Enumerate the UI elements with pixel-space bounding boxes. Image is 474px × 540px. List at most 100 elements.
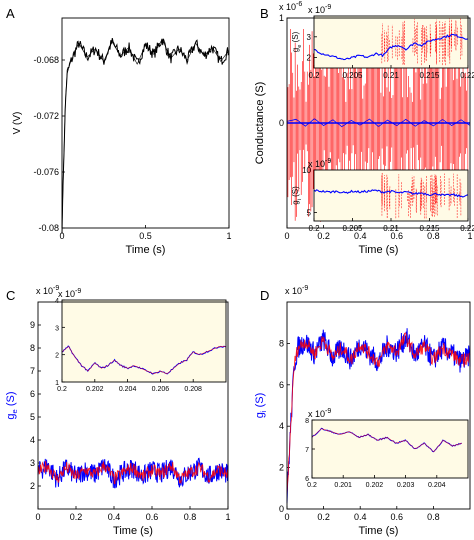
inset-panel: 0.2 0.202 0.204 0.206 0.208 1 2 3 4x 10-9 <box>55 288 227 393</box>
x-tick-label: 1 <box>225 512 230 522</box>
inset-background <box>314 170 468 221</box>
axes-frame <box>286 301 471 510</box>
inset-panel: 0.2 0.201 0.202 0.203 0.204 6 7 8x 10-9 <box>305 408 469 489</box>
label-sub: i <box>259 410 268 412</box>
y-tick-label: 8 <box>279 338 284 348</box>
x-tick-label: 0.8 <box>184 512 197 522</box>
x-tick-label: 0.202 <box>86 386 104 393</box>
x-tick-label: 0.2 <box>308 224 320 233</box>
label-rest: (S) <box>291 186 300 199</box>
inset-mean-trace <box>313 189 469 198</box>
inset-background <box>312 420 468 478</box>
axes-frame <box>37 301 229 510</box>
y-tick-label: -0.068 <box>33 55 59 65</box>
axis-xlabel: Time (s) <box>113 525 153 537</box>
label-rest: (S) <box>291 31 300 44</box>
label-rest: (S) <box>5 391 17 409</box>
x-tick-label: 0.8 <box>427 231 440 241</box>
label-base: g <box>291 48 300 52</box>
axis-ylabel: gi (S) <box>254 393 268 419</box>
y-tick-label: 3 <box>307 33 312 42</box>
x-tick-label: 1 <box>226 231 231 241</box>
axis-ylabel: ge (S) <box>5 391 19 419</box>
x-tick-label: 0.6 <box>146 512 159 522</box>
conductance-trace-red <box>286 332 471 494</box>
inset-ylabel: gi (S) <box>291 186 303 205</box>
axes-frame <box>61 17 230 229</box>
y-tick-label: 6 <box>305 476 309 483</box>
y-tick-label: 6 <box>279 380 284 390</box>
label-rest: (S) <box>254 393 266 411</box>
exponent: -9 <box>302 285 308 292</box>
exponent-label: x 10-9 <box>36 285 59 296</box>
axis-ylabel: V (V) <box>12 112 23 135</box>
y-tick-label: 9 <box>30 320 35 330</box>
x-tick-label: 0.2 <box>308 71 320 80</box>
y-tick-label: 3 <box>55 325 59 332</box>
exponent: -9 <box>53 285 59 292</box>
y-tick-label: 6 <box>30 389 35 399</box>
conductance-series <box>286 118 471 128</box>
y-tick-label: 8 <box>305 418 309 425</box>
axes-frame <box>313 15 469 69</box>
x-tick-label: 0.201 <box>334 482 352 489</box>
voltage-series <box>61 38 230 229</box>
x-tick-label: 0 <box>35 512 40 522</box>
label-sub: e <box>10 409 19 413</box>
panel-letter: B <box>260 6 269 21</box>
x-tick-label: 0 <box>59 231 64 241</box>
x-tick-label: 0.2 <box>307 482 317 489</box>
x-tick-label: 0.4 <box>108 512 121 522</box>
y-tick-label: 4 <box>55 298 59 305</box>
x-tick-label: 0.5 <box>139 231 152 241</box>
exponent-label: x 10-9 <box>58 288 81 299</box>
exponent-label: x 10-6 <box>279 1 302 12</box>
x-tick-label: 0.21 <box>383 71 399 80</box>
x-tick-label: 0.2 <box>70 512 83 522</box>
y-tick-label: 5 <box>307 209 312 218</box>
axis-xlabel: Time (s) <box>359 244 399 256</box>
y-tick-label: 1 <box>279 13 284 23</box>
panel-a: A 0 0.5 1 -0.068 -0.072 -0.076 -0.08 V (V) Time (… <box>6 6 232 256</box>
y-tick-label: 10 <box>302 166 311 175</box>
exponent: -9 <box>325 408 331 415</box>
x-tick-label: 0 <box>284 512 289 522</box>
x-tick-label: 0.4 <box>354 231 367 241</box>
exponent: -6 <box>296 1 302 8</box>
x-tick-label: 0.21 <box>383 224 399 233</box>
y-tick-label: 1 <box>55 380 59 387</box>
x-tick-label: 0.6 <box>391 231 404 241</box>
axis-xlabel: Time (s) <box>126 244 166 256</box>
y-tick-label: 5 <box>30 412 35 422</box>
y-tick-label: 8 <box>30 343 35 353</box>
axes-frame <box>311 419 469 479</box>
y-tick-label: -0.076 <box>33 167 59 177</box>
label-base: g <box>254 412 266 418</box>
y-tick-label: 4 <box>279 421 284 431</box>
x-tick-label: 0.2 <box>57 386 67 393</box>
x-tick-label: 0.215 <box>419 71 440 80</box>
y-tick-label: 0 <box>279 118 284 128</box>
voltage-trace <box>61 37 230 234</box>
exponent-label: x 10-9 <box>308 158 331 169</box>
y-tick-label: 7 <box>30 366 35 376</box>
inset-gi: 0.2 0.205 0.21 0.215 0.22 5 10x 10-9 gi (S) <box>291 158 474 233</box>
y-tick-label: 3 <box>30 458 35 468</box>
inset-ge: 0.2 0.205 0.21 0.215 0.22 2 3 x 10-9 ge (S) <box>291 4 474 80</box>
label-sub: e <box>297 45 303 48</box>
x-tick-label: 0.202 <box>366 482 384 489</box>
panel-letter: D <box>260 288 269 303</box>
y-tick-label: -0.08 <box>38 223 59 233</box>
y-tick-label: 2 <box>279 463 284 473</box>
axes-frame <box>286 17 471 229</box>
conductance-trace-red <box>37 461 229 485</box>
x-tick-label: 0.22 <box>460 224 474 233</box>
x-tick-label: 0.22 <box>460 71 474 80</box>
exponent-label: x 10-9 <box>285 285 308 296</box>
x-tick-label: 0.4 <box>354 512 367 522</box>
inset-background <box>314 16 468 68</box>
exponent-label: x 10-9 <box>308 408 331 419</box>
